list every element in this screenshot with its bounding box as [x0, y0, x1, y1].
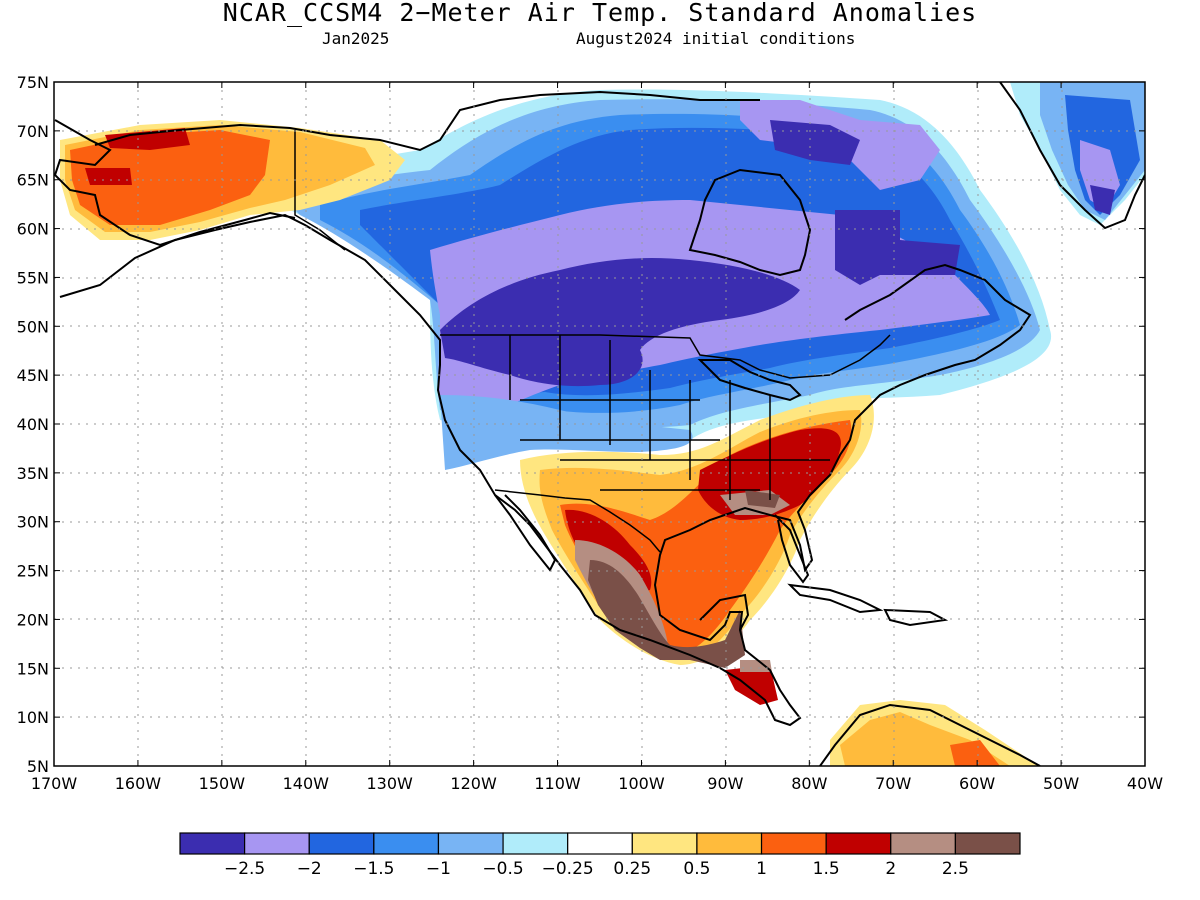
lon-tick-label: 130W: [367, 774, 414, 793]
lon-tick-label: 80W: [791, 774, 827, 793]
initial-conditions-label: August2024 initial conditions: [576, 29, 856, 48]
lon-tick-label: 170W: [31, 774, 78, 793]
colorbar-label: 1: [756, 859, 767, 879]
coastline-great-lakes: [697, 359, 802, 402]
colorbar-swatch: [244, 832, 310, 855]
lon-tick-label: 100W: [618, 774, 665, 793]
colorbar: [179, 832, 1021, 855]
field-warm-brown: [588, 490, 780, 668]
lat-tick-label: 70N: [17, 122, 49, 141]
colorbar-label: 0.25: [613, 859, 651, 879]
colorbar-label: 1.5: [813, 859, 840, 879]
coastline-cuba: [787, 583, 884, 614]
coastline-baja: [494, 494, 557, 572]
colorbar-swatch: [631, 832, 698, 855]
chart-title: NCAR_CCSM4 2−Meter Air Temp. Standard An…: [222, 0, 978, 27]
coastline-yucatan: [699, 593, 750, 631]
coastline-florida: [774, 514, 810, 584]
lat-tick-label: 20N: [17, 610, 49, 629]
lon-tick-label: 120W: [450, 774, 497, 793]
colorbar-label: −1.5: [353, 859, 394, 879]
lat-tick-label: 40N: [17, 415, 49, 434]
colorbar-swatch: [437, 832, 504, 855]
lat-tick-label: 75N: [17, 73, 49, 92]
colorbar-label: −1: [426, 859, 451, 879]
coastline-arctic: [94, 90, 760, 152]
colorbar-label: −0.5: [482, 859, 523, 879]
coastline-hudson-bay: [688, 168, 812, 277]
coastline-north-america: [59, 213, 1032, 727]
lon-tick-label: 60W: [959, 774, 995, 793]
anomaly-fields: [60, 82, 1145, 766]
political-borders: [294, 130, 891, 553]
longitude-axis: 170W 160W 150W 140W 130W 120W 110W 100W 90W 80W 70…: [31, 82, 1163, 793]
colorbar-label: −2.5: [224, 859, 265, 879]
lat-tick-label: 55N: [17, 268, 49, 287]
field-sa-orange: [950, 740, 1000, 766]
colorbar-swatch: [954, 832, 1021, 855]
colorbar-labels: −2.5 −2 −1.5 −1 −0.5 −0.25 0.25 0.5 1 1.5 2 2.5: [224, 859, 969, 879]
valid-month-label: Jan2025: [322, 29, 390, 48]
colorbar-label: 2: [885, 859, 896, 879]
field-cold-indigo-baffin: [770, 120, 860, 165]
lon-tick-label: 70W: [875, 774, 911, 793]
colorbar-swatch: [373, 832, 440, 855]
colorbar-label: 0.5: [683, 859, 710, 879]
coastline-greenland: [999, 82, 1145, 230]
latitude-axis: 75N 70N 65N 60N 55N 50N 45N 40N 35N 30N 25N 20N 15N 1…: [17, 73, 1145, 776]
field-greenland-indigo: [1090, 185, 1115, 215]
lat-tick-label: 35N: [17, 464, 49, 483]
border-us-states: [509, 335, 830, 500]
graticule: [54, 82, 1145, 766]
lon-tick-label: 160W: [115, 774, 162, 793]
lon-tick-label: 40W: [1127, 774, 1163, 793]
colorbar-swatch: [567, 832, 633, 855]
lon-tick-label: 90W: [707, 774, 743, 793]
field-cold-indigo-east: [835, 210, 960, 285]
lon-tick-label: 140W: [283, 774, 330, 793]
lat-tick-label: 60N: [17, 220, 49, 239]
lat-tick-label: 45N: [17, 366, 49, 385]
colorbar-swatch: [825, 832, 892, 855]
lat-tick-label: 30N: [17, 513, 49, 532]
lon-tick-label: 110W: [534, 774, 581, 793]
colorbar-swatch: [179, 832, 246, 855]
lon-tick-label: 50W: [1043, 774, 1079, 793]
lat-tick-label: 25N: [17, 562, 49, 581]
field-sw-us-blue: [440, 395, 693, 470]
border-alaska-canada: [294, 130, 346, 251]
colorbar-swatch: [760, 832, 827, 855]
lat-tick-label: 5N: [27, 757, 49, 776]
colorbar-swatch: [502, 832, 569, 855]
coastlines: [54, 82, 1145, 766]
colorbar-swatch: [308, 832, 375, 855]
field-cold-indigo: [440, 258, 800, 387]
lon-tick-label: 150W: [199, 774, 246, 793]
lat-tick-label: 65N: [17, 171, 49, 190]
colorbar-label: 2.5: [942, 859, 969, 879]
colorbar-swatch: [890, 832, 956, 855]
border-us-canada: [440, 334, 891, 379]
colorbar-label: −0.25: [542, 859, 594, 879]
field-alaska-warm-red: [85, 128, 190, 185]
lat-tick-label: 15N: [17, 659, 49, 678]
colorbar-label: −2: [297, 859, 322, 879]
coastline-south-america: [819, 703, 1041, 766]
lat-tick-label: 10N: [17, 708, 49, 727]
field-alaska-warm-orange: [70, 130, 270, 225]
colorbar-swatch: [696, 832, 763, 855]
border-us-mexico: [494, 489, 661, 553]
lat-tick-label: 50N: [17, 317, 49, 336]
coastline-alaska: [54, 119, 296, 247]
coastline-hispaniola: [883, 608, 949, 627]
